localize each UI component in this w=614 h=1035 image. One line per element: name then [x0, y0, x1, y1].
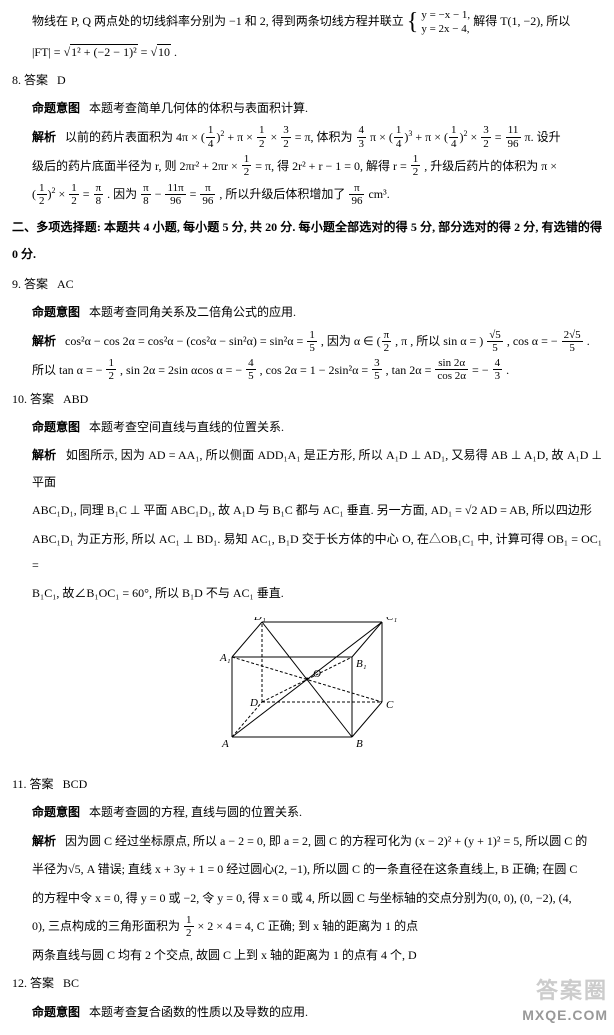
q10-p3: ABC₁D₁ 为正方形, 所以 AC₁ ⊥ BD₁. 易知 AC₁, B₁D 交… — [12, 526, 602, 579]
q8-answer: 8. 答案 D — [12, 67, 602, 93]
q10-intent: 命题意图 本题考查空间直线与直线的位置关系. — [12, 414, 602, 440]
q9-ana2: 所以 tan α = − 12 , sin 2α = 2sin αcos α =… — [12, 357, 602, 384]
q8-ana3: (12)2 × 12 = π8 . 因为 π8 − 11π96 = π96 , … — [12, 181, 602, 208]
q10-figure: D₁ C₁ A₁ B₁ D C A B O — [12, 617, 602, 761]
brace-eqs: y = −x − 1, y = 2x − 4, — [421, 8, 470, 37]
q10-answer: 10. 答案 ABD — [12, 386, 602, 412]
text: 解得 T(1, −2), 所以 — [473, 14, 570, 28]
q8-ana1: 解析 以前的药片表面积为 4π × (14)2 + π × 12 × 32 = … — [12, 124, 602, 151]
q9-ana1: 解析 cos²α − cos 2α = cos²α − (cos²α − sin… — [12, 328, 602, 355]
q11-p4: 0), 三点构成的三角形面积为 12 × 2 × 4 = 4, C 正确; 到 … — [12, 913, 602, 940]
brace: { — [407, 12, 419, 34]
q7-line2: |FT| = 1² + (−2 − 1)² = 10 . — [12, 39, 602, 65]
svg-text:D: D — [249, 697, 258, 709]
q11-p1: 解析 因为圆 C 经过坐标原点, 所以 a − 2 = 0, 即 a = 2, … — [12, 828, 602, 854]
svg-text:B: B — [356, 738, 363, 750]
q12-intent: 命题意图 本题考查复合函数的性质以及导数的应用. — [12, 999, 602, 1025]
q7-line1: 物线在 P, Q 两点处的切线斜率分别为 −1 和 2, 得到两条切线方程并联立… — [12, 8, 602, 37]
text: 物线在 P, Q 两点处的切线斜率分别为 −1 和 2, 得到两条切线方程并联立 — [32, 14, 404, 28]
q8-intent: 命题意图 本题考查简单几何体的体积与表面积计算. — [12, 95, 602, 121]
cuboid-diagram: D₁ C₁ A₁ B₁ D C A B O — [192, 617, 422, 752]
q10-p1: 解析 如图所示, 因为 AD = AA₁, 所以侧面 ADD₁A₁ 是正方形, … — [12, 442, 602, 495]
q9-intent: 命题意图 本题考查同角关系及二倍角公式的应用. — [12, 299, 602, 325]
q9-answer: 9. 答案 AC — [12, 271, 602, 297]
svg-text:C₁: C₁ — [386, 617, 397, 623]
q10-p2: ABC₁D₁, 同理 B₁C ⊥ 平面 ABC₁D₁, 故 A₁D 与 B₁C … — [12, 497, 602, 523]
q12-answer: 12. 答案 BC — [12, 970, 602, 996]
svg-text:A: A — [221, 738, 229, 750]
svg-text:C: C — [386, 699, 394, 711]
svg-text:O: O — [313, 668, 321, 680]
section2-heading: 二、多项选择题: 本题共 4 小题, 每小题 5 分, 共 20 分. 每小题全… — [12, 214, 602, 267]
q11-p3: 的方程中令 x = 0, 得 y = 0 或 −2, 令 y = 0, 得 x … — [12, 885, 602, 911]
q11-p2: 半径为√5, A 错误; 直线 x + 3y + 1 = 0 经过圆心(2, −… — [12, 856, 602, 882]
svg-text:B₁: B₁ — [356, 658, 367, 670]
q11-answer: 11. 答案 BCD — [12, 771, 602, 797]
q8-ana2: 级后的药片底面半径为 r, 则 2πr² + 2πr × 12 = π, 得 2… — [12, 153, 602, 180]
q11-p5: 两条直线与圆 C 均有 2 个交点, 故圆 C 上到 x 轴的距离为 1 的点有… — [12, 942, 602, 968]
q11-intent: 命题意图 本题考查圆的方程, 直线与圆的位置关系. — [12, 799, 602, 825]
q10-p4: B₁C₁, 故∠B₁OC₁ = 60°, 所以 B₁D 不与 AC₁ 垂直. — [12, 580, 602, 606]
svg-text:D₁: D₁ — [253, 617, 266, 623]
svg-text:A₁: A₁ — [219, 652, 231, 664]
